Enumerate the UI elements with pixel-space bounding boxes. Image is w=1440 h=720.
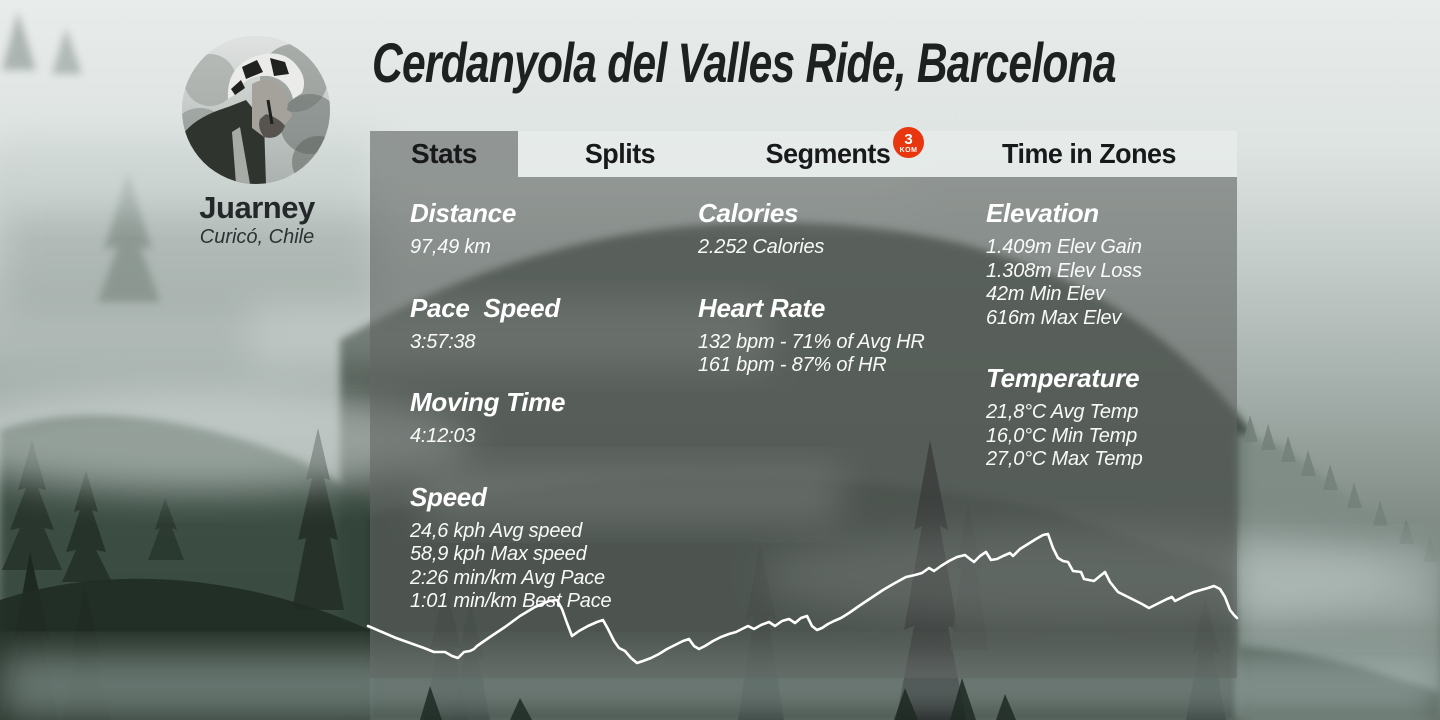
stat-section: Calories 2.252 Calories: [698, 198, 983, 260]
stat-line: 4:12:03: [410, 425, 476, 447]
stat-heading: Moving Time: [410, 387, 566, 417]
stat-section: Elevation 1.409m Elev Gain 1.308m Elev Los…: [986, 198, 1271, 330]
tab-stats-label: Stats: [411, 138, 477, 169]
stat-section: Temperature 21,8°C Avg Temp 16,0°C Min Tem…: [986, 363, 1271, 472]
tab-splits[interactable]: Splits: [556, 131, 685, 177]
stat-line: 2:26 min/km Avg Pace: [410, 566, 605, 589]
stat-line: 1.308m Elev Loss: [986, 259, 1142, 282]
stat-heading: Heart Rate: [698, 292, 826, 323]
stat-line: 3:57:38: [410, 330, 476, 353]
stat-line: 42m Min Elev: [986, 283, 1105, 305]
stat-section: Heart Rate 132 bpm - 71% of Avg HR 161 bpm…: [698, 293, 983, 378]
profile-location: Curicó, Chile: [199, 226, 315, 248]
ride-title: Cerdanyola del Valles Ride, Barcelona: [372, 31, 1117, 94]
stats-panel: Distance 97,49 km Pace Speed 3:57:38 Moving …: [370, 177, 1237, 678]
stat-section: Speed 24,6 kph Avg speed 58,9 kph Max spee…: [410, 482, 695, 614]
stat-line: 58,9 kph Max speed: [410, 543, 587, 565]
stat-line: 21,8°C Avg Temp: [986, 401, 1139, 423]
kom-count: 3: [904, 130, 913, 148]
avatar[interactable]: [182, 36, 330, 184]
tab-bar: Stats Splits Segments 3 KOM Time in Zone…: [370, 127, 1237, 177]
profile-name: Juarney: [199, 190, 315, 225]
stats-column: Elevation 1.409m Elev Gain 1.308m Elev Los…: [986, 198, 1271, 505]
tab-stats[interactable]: Stats: [370, 131, 518, 177]
tab-time-in-zones[interactable]: Time in Zones: [982, 131, 1195, 177]
cyclist-photo: [182, 36, 330, 184]
stat-line: 616m Max Elev: [986, 306, 1122, 329]
stat-line: 97,49 km: [410, 236, 491, 258]
stat-line: 1.409m Elev Gain: [986, 236, 1142, 258]
stat-line: 24,6 kph Avg speed: [410, 519, 583, 542]
stat-line: 161 bpm - 87% of HR: [698, 354, 887, 376]
stat-line: 27,0°C Max Temp: [986, 448, 1143, 470]
stat-heading: Elevation: [986, 198, 1099, 228]
stat-line: 2.252 Calories: [698, 236, 825, 258]
tab-time-in-zones-label: Time in Zones: [1002, 138, 1176, 169]
tab-segments[interactable]: Segments: [751, 131, 905, 177]
tab-segments-label: Segments: [765, 138, 891, 169]
stat-heading: Speed: [410, 481, 487, 512]
stat-section: Pace Speed 3:57:38: [410, 293, 695, 355]
stat-line: 1:01 min/km Best Pace: [410, 590, 612, 612]
stats-column: Calories 2.252 Calories Heart Rate 132 bpm …: [698, 198, 983, 411]
stat-section: Distance 97,49 km: [410, 198, 695, 260]
stat-heading: Pace Speed: [410, 292, 560, 323]
kom-badge: 3 KOM: [893, 127, 924, 158]
stat-heading: Temperature: [986, 363, 1140, 393]
stat-section: Moving Time 4:12:03: [410, 387, 695, 449]
stat-line: 16,0°C Min Temp: [986, 424, 1137, 447]
stat-line: 132 bpm - 71% of Avg HR: [698, 330, 925, 353]
stats-column: Distance 97,49 km Pace Speed 3:57:38 Moving …: [410, 198, 695, 647]
stat-heading: Distance: [410, 198, 516, 228]
tab-splits-label: Splits: [584, 138, 656, 169]
stat-heading: Calories: [698, 198, 799, 228]
kom-unit: KOM: [899, 146, 918, 154]
